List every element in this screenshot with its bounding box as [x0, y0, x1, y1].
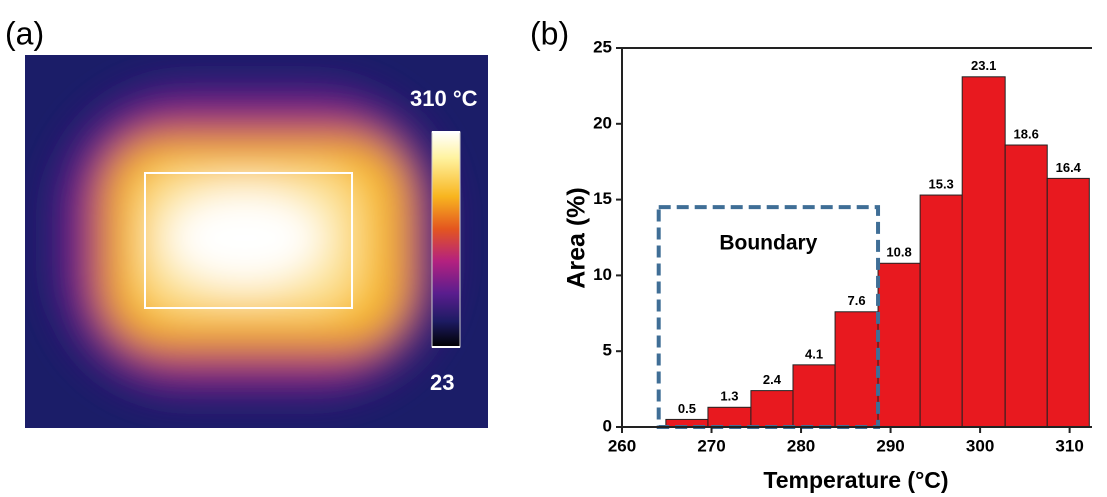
y-axis-label: Area (%) [563, 187, 591, 288]
bar [793, 365, 835, 427]
bar [835, 312, 878, 427]
x-tick-label: 280 [787, 436, 815, 455]
data-label: 16.4 [1056, 160, 1082, 175]
bar [920, 195, 962, 427]
data-label: 0.5 [678, 401, 696, 416]
x-tick-label: 300 [966, 436, 994, 455]
colorbar-max-label: 310 °C [410, 86, 478, 111]
thermal-image [25, 55, 488, 428]
y-tick-label: 20 [593, 113, 612, 132]
figure: (a) 310 °C 23 (b) Area (%) Temperature (… [0, 0, 1107, 497]
data-label: 10.8 [886, 245, 911, 260]
data-label: 23.1 [971, 58, 996, 73]
bar [878, 263, 920, 427]
x-tick-label: 270 [697, 436, 725, 455]
data-label: 4.1 [805, 346, 823, 361]
bar [708, 407, 751, 427]
x-tick-label: 310 [1055, 436, 1083, 455]
data-label: 1.3 [720, 389, 738, 404]
data-label: 18.6 [1014, 126, 1039, 141]
y-tick-label: 10 [593, 265, 612, 284]
panel-label: (a) [5, 15, 44, 51]
panel-label: (b) [530, 15, 569, 51]
x-axis-label: Temperature (°C) [763, 467, 948, 493]
data-label: 7.6 [848, 293, 866, 308]
x-tick-label: 260 [608, 436, 636, 455]
boundary-label: Boundary [719, 232, 817, 255]
y-tick-label: 5 [603, 341, 612, 360]
x-tick-label: 290 [876, 436, 904, 455]
y-tick-label: 15 [593, 189, 612, 208]
colorbar [432, 132, 460, 347]
y-tick-label: 25 [593, 37, 612, 56]
bar [1047, 178, 1089, 427]
y-tick-label: 0 [603, 416, 612, 435]
page: (a) 310 °C 23 (b) Area (%) Temperature (… [0, 0, 1107, 497]
colorbar-min-label: 23 [430, 370, 454, 395]
bar [751, 391, 793, 427]
bar [1005, 145, 1047, 427]
data-label: 2.4 [763, 372, 782, 387]
data-label: 15.3 [928, 176, 953, 191]
bar [962, 77, 1005, 427]
